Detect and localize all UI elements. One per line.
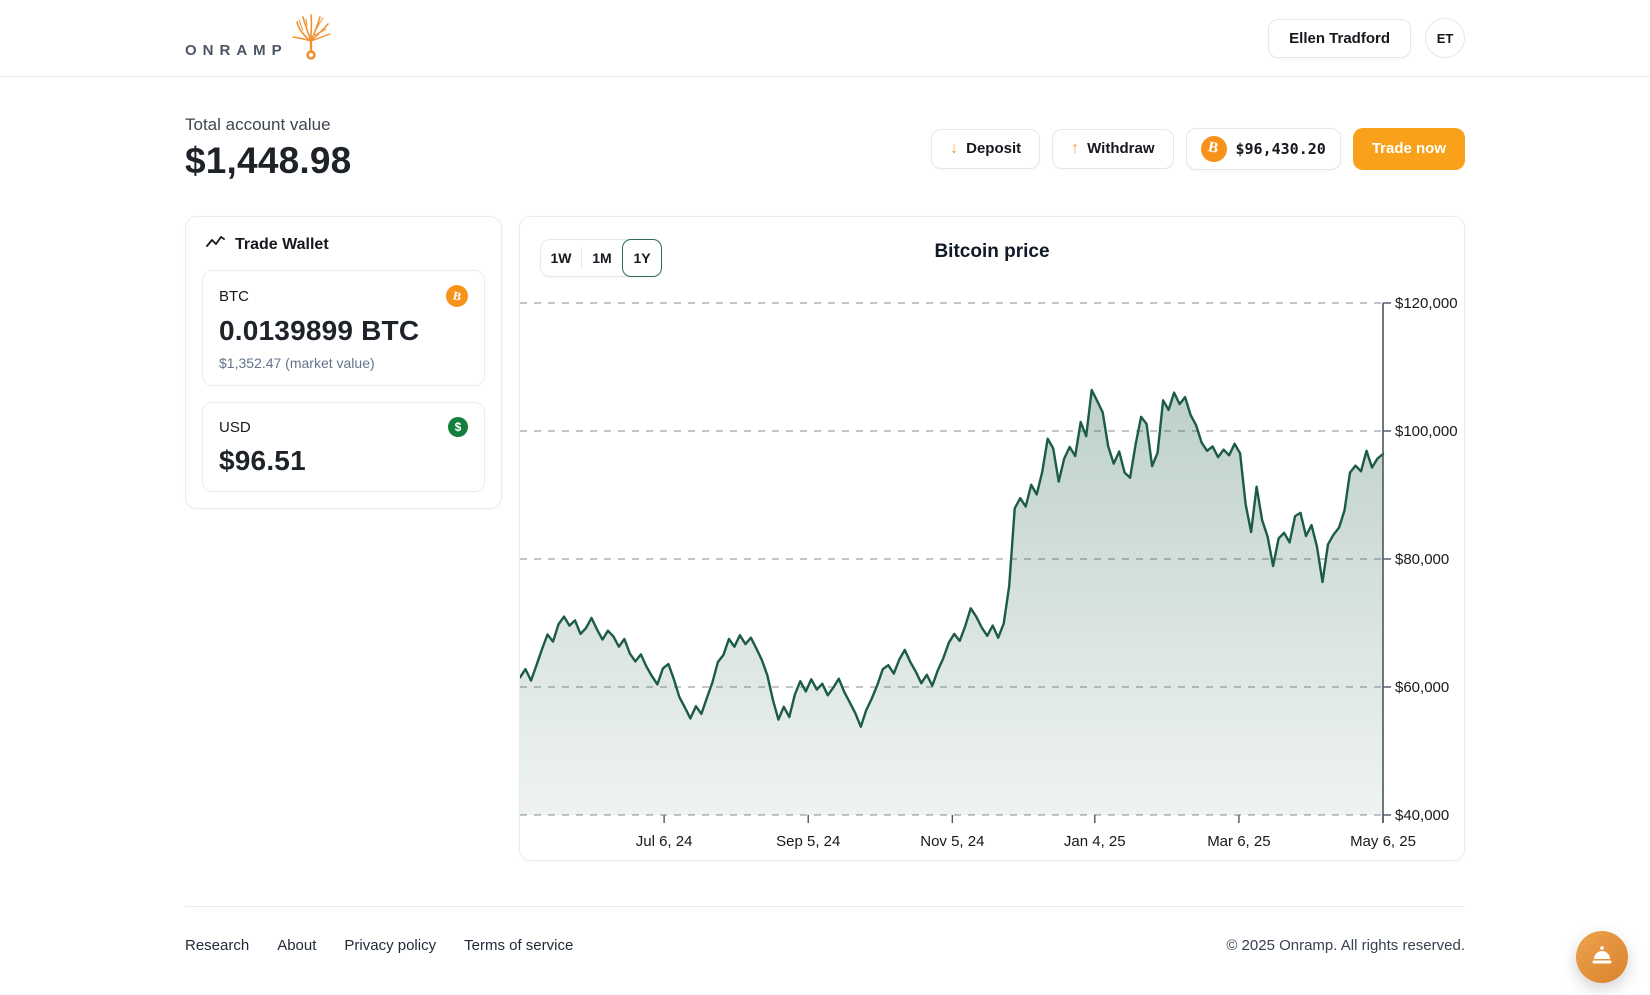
account-actions: ↓ Deposit ↑ Withdraw B $96,430.20 Trade …: [931, 127, 1465, 170]
btc-price-value: $96,430.20: [1235, 139, 1326, 158]
trade-wallet-card: Trade Wallet BTC B 0.0139899 BTC $1,352.…: [185, 216, 502, 509]
asset-card-btc[interactable]: BTC B 0.0139899 BTC $1,352.47 (market va…: [202, 270, 485, 386]
bitcoin-icon: B: [446, 285, 468, 307]
tab-1m[interactable]: 1M: [592, 250, 612, 266]
y-axis-label: $100,000: [1395, 423, 1458, 440]
btc-amount: 0.0139899 BTC: [219, 315, 420, 346]
bitcoin-price-chart: $120,000 $100,000 $80,000 $60,000 $40,000 Jul…: [520, 295, 1458, 850]
tree-icon: [290, 12, 334, 65]
x-axis-label: Nov 5, 24: [920, 833, 984, 850]
arrow-up-icon: ↑: [1071, 139, 1080, 157]
btc-price-pill: B $96,430.20: [1185, 127, 1341, 170]
deposit-label: Deposit: [966, 140, 1022, 157]
withdraw-button[interactable]: ↑ Withdraw: [1052, 128, 1174, 169]
copyright-text: © 2025 Onramp. All rights reserved.: [1226, 937, 1465, 954]
x-axis-label: Jul 6, 24: [636, 833, 693, 850]
footer-divider: [185, 906, 1465, 907]
trade-now-button[interactable]: Trade now: [1352, 127, 1465, 170]
logo-text: ONRAMP: [185, 41, 288, 59]
bitcoin-icon: B: [1200, 135, 1227, 162]
price-line: [520, 388, 1385, 728]
range-tab-group: 1W 1M 1Y: [540, 239, 662, 277]
btc-market-value: $1,352.47 (market value): [219, 355, 375, 371]
onramp-logo[interactable]: ONRAMP: [185, 12, 334, 65]
support-bell-button[interactable]: [1576, 931, 1628, 983]
account-value-label: Total account value: [185, 115, 331, 134]
avatar[interactable]: ET: [1425, 18, 1465, 58]
y-axis-label: $80,000: [1395, 551, 1449, 568]
footer: Research About Privacy policy Terms of s…: [0, 907, 1650, 980]
arrow-down-icon: ↓: [950, 139, 959, 157]
dollar-icon: $: [448, 417, 468, 437]
user-name-button[interactable]: Ellen Tradford: [1268, 18, 1411, 58]
top-header: ONRAMP: [0, 0, 1650, 77]
footer-link-privacy[interactable]: Privacy policy: [344, 937, 437, 954]
account-value: $1,448.98: [185, 140, 352, 181]
footer-link-terms[interactable]: Terms of service: [464, 937, 574, 954]
asset-card-usd[interactable]: USD $ $96.51: [202, 402, 485, 492]
account-summary-row: Total account value $1,448.98 ↓ Deposit …: [185, 115, 1465, 182]
footer-links: Research About Privacy policy Terms of s…: [185, 937, 573, 954]
tab-divider: [581, 247, 582, 269]
x-axis-label: Jan 4, 25: [1064, 833, 1126, 850]
account-value-block: Total account value $1,448.98: [185, 115, 351, 182]
service-bell-icon: [1590, 945, 1614, 970]
tab-1y[interactable]: 1Y: [622, 239, 662, 277]
bitcoin-price-card: 1W 1M 1Y Bitcoin price $120,000 $100,000 $…: [519, 216, 1465, 861]
btc-symbol: BTC: [219, 287, 249, 305]
wallet-title: Trade Wallet: [235, 235, 329, 253]
x-axis-label: Sep 5, 24: [776, 833, 840, 850]
chart-title: Bitcoin price: [934, 241, 1050, 262]
y-axis-label: $60,000: [1395, 679, 1449, 696]
chart-header: 1W 1M 1Y Bitcoin price: [520, 217, 1464, 277]
tab-1w[interactable]: 1W: [550, 250, 572, 266]
y-axis-label: $40,000: [1395, 807, 1449, 824]
x-axis-label: Mar 6, 25: [1207, 833, 1270, 850]
trend-line-icon: [206, 235, 226, 254]
usd-amount: $96.51: [219, 445, 306, 476]
usd-symbol: USD: [219, 418, 251, 436]
x-axis-label: May 6, 25: [1350, 833, 1416, 850]
price-area: [520, 390, 1383, 815]
deposit-button[interactable]: ↓ Deposit: [931, 128, 1041, 169]
wallet-header: Trade Wallet: [202, 235, 485, 254]
withdraw-label: Withdraw: [1087, 140, 1155, 157]
header-right: Ellen Tradford ET: [1268, 18, 1465, 58]
y-axis-label: $120,000: [1395, 295, 1458, 312]
footer-link-about[interactable]: About: [277, 937, 317, 954]
footer-link-research[interactable]: Research: [185, 937, 250, 954]
